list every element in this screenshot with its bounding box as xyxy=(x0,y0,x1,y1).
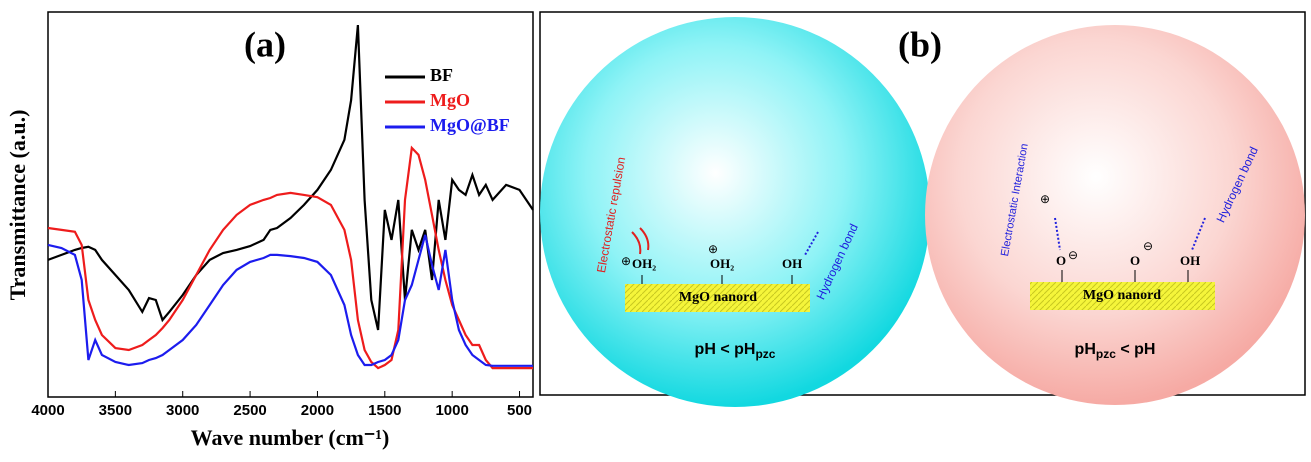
condition-sub: pzc xyxy=(1096,347,1116,361)
condition-main: pH < pH xyxy=(695,341,756,358)
condition-main: pH xyxy=(1075,341,1096,358)
group-label: OH xyxy=(782,256,802,271)
panel-label: (a) xyxy=(244,24,286,64)
x-tick-label: 500 xyxy=(507,402,532,419)
x-axis-label: Wave number (cm⁻¹) xyxy=(191,425,390,450)
series-line xyxy=(48,25,533,330)
legend-label: BF xyxy=(430,65,453,85)
x-tick-label: 2500 xyxy=(233,402,266,419)
group-label: O xyxy=(1056,253,1066,268)
x-tick-label: 1500 xyxy=(368,402,401,419)
figure: (a) Wave number (cm⁻¹) Transmittance (a.… xyxy=(0,0,1311,457)
charge: ⊕ xyxy=(708,242,718,256)
condition-sub: pzc xyxy=(755,347,775,361)
legend-label: MgO@BF xyxy=(430,115,510,135)
group-label: O xyxy=(1130,253,1140,268)
condition-tail: < pH xyxy=(1116,341,1156,358)
group-label: OH₂ xyxy=(632,256,656,271)
series-line xyxy=(48,235,533,366)
charge: ⊕ xyxy=(1040,192,1050,206)
condition: pHpzc < pH xyxy=(1075,341,1156,361)
x-tick-label: 1000 xyxy=(435,402,468,419)
panel-label: (b) xyxy=(898,24,942,64)
y-axis-label: Transmittance (a.u.) xyxy=(5,110,30,301)
charge: ⊖ xyxy=(1143,239,1153,253)
rod-label: MgO nanord xyxy=(1083,288,1161,303)
plot-frame xyxy=(48,12,533,397)
charge: ⊖ xyxy=(1068,248,1078,262)
x-tick-label: 3000 xyxy=(166,402,199,419)
page: {"chart_data": {"type": "line", "panel_l… xyxy=(0,0,1311,462)
legend-label: MgO xyxy=(430,90,470,110)
group-label: OH xyxy=(1180,253,1200,268)
charge: ⊕ xyxy=(621,254,631,268)
rod-label: MgO nanord xyxy=(679,290,757,305)
x-tick-label: 4000 xyxy=(31,402,64,419)
group-label: OH₂ xyxy=(710,256,734,271)
x-tick-label: 2000 xyxy=(301,402,334,419)
x-tick-label: 3500 xyxy=(99,402,132,419)
